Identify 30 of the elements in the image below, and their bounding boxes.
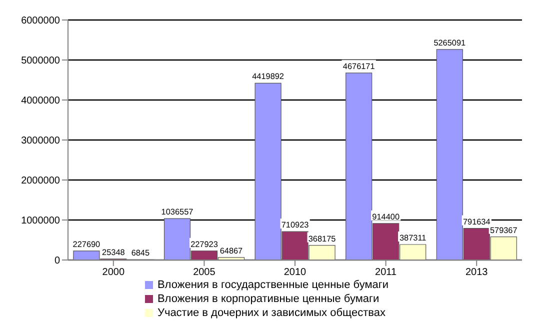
y-tick-label: 0 [54,256,60,267]
x-tick-label: 2013 [465,267,488,278]
y-tick-label: 4000000 [21,96,60,107]
y-tick-label: 3000000 [21,136,60,147]
data-label: 25348 [102,248,126,257]
data-label: 227923 [190,240,218,249]
data-label: 791634 [462,217,491,226]
x-tick-label: 2011 [375,267,397,278]
data-label: 579367 [490,226,518,235]
y-tick-label: 2000000 [21,176,60,187]
data-label: 64867 [220,246,244,256]
data-label: 6845 [131,248,150,258]
data-label: 4419892 [252,72,284,82]
x-tick-label: 2010 [284,267,307,278]
y-tick-label: 6000000 [21,16,60,27]
data-label: 710923 [281,220,310,230]
y-tick-label: 1000000 [21,216,60,227]
data-label: 5265091 [434,38,466,48]
x-tick-label: 2000 [102,267,125,278]
data-label: 368175 [308,234,336,244]
data-label: 1036557 [161,208,194,217]
y-tick-label: 5000000 [21,56,60,67]
x-tick-label: 2005 [193,267,216,278]
data-label: 914400 [372,212,400,222]
legend-label: Вложения в корпоративные ценные бумаги [157,293,380,305]
legend-label: Участие в дочерних и зависимых обществах [157,307,386,319]
legend-label: Вложения в государственные ценные бумаги [157,279,389,291]
data-label: 227690 [72,240,101,249]
data-label: 4676171 [342,62,376,71]
data-label: 387311 [399,234,427,243]
